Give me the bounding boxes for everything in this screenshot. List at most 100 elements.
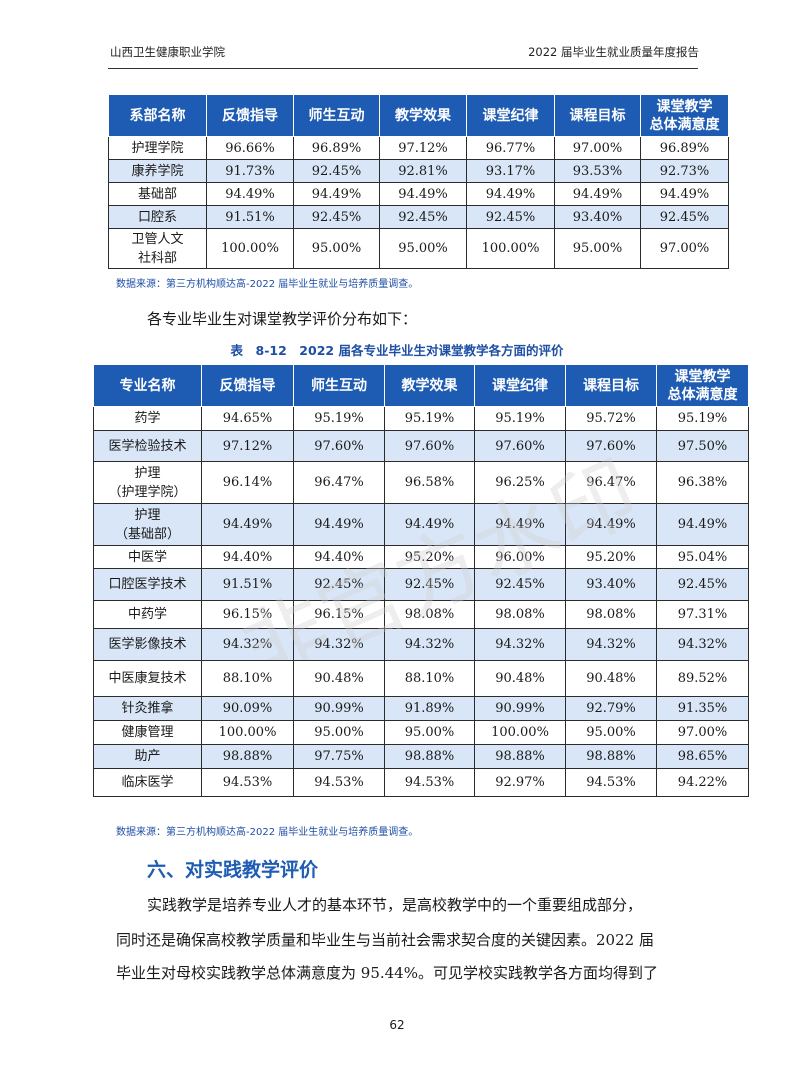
- value-cell: 94.40%: [201, 545, 294, 569]
- table-header-row: 系部名称 反馈指导 师生互动 教学效果 课堂纪律 课程目标 课堂教学 总体满意度: [108, 94, 729, 137]
- table-row: 护理学院 96.66% 96.89% 97.12% 96.77% 97.00% 96.89%: [108, 136, 729, 160]
- value-cell: 94.32%: [384, 628, 475, 661]
- value-cell: 94.49%: [565, 503, 657, 546]
- value-cell: 95.00%: [554, 228, 641, 269]
- value-cell: 96.14%: [201, 461, 294, 504]
- value-cell: 97.75%: [293, 744, 385, 769]
- intro-line: 各专业毕业生对课堂教学评价分布如下：: [147, 310, 418, 328]
- value-cell: 98.88%: [384, 744, 475, 769]
- major-evaluation-table: 专业名称 反馈指导 师生互动 教学效果 课堂纪律 课程目标 课堂教学 总体满意度 药学 94.…: [93, 364, 749, 797]
- value-cell: 95.72%: [565, 406, 657, 431]
- value-cell: 92.45%: [384, 568, 475, 601]
- value-cell: 95.19%: [474, 406, 566, 431]
- value-cell: 98.88%: [201, 744, 294, 769]
- table-row: 中药学 96.15% 96.15% 98.08% 98.08% 98.08% 97.31%: [93, 600, 749, 629]
- value-cell: 98.08%: [565, 600, 657, 629]
- value-cell: 94.32%: [201, 628, 294, 661]
- section-line-3: 毕业生对母校实践教学总体满意度为 95.44%。可见学校实践教学各方面均得到了: [116, 964, 658, 982]
- value-cell: 95.00%: [384, 720, 475, 745]
- value-cell: 94.40%: [293, 545, 385, 569]
- value-cell: 94.65%: [201, 406, 294, 431]
- value-cell: 96.66%: [206, 136, 294, 160]
- column-header: 课程目标: [554, 94, 641, 137]
- value-cell: 92.45%: [293, 568, 385, 601]
- table-row: 基础部 94.49% 94.49% 94.49% 94.49% 94.49% 94.49%: [108, 182, 729, 206]
- value-cell: 96.47%: [293, 461, 385, 504]
- value-cell: 95.00%: [293, 720, 385, 745]
- value-cell: 94.49%: [384, 503, 475, 546]
- column-header: 课堂教学 总体满意度: [640, 94, 729, 137]
- value-cell: 96.15%: [293, 600, 385, 629]
- table-row: 药学 94.65% 95.19% 95.19% 95.19% 95.72% 95.19%: [93, 406, 749, 431]
- value-cell: 95.19%: [293, 406, 385, 431]
- column-header: 教学效果: [384, 364, 475, 407]
- value-cell: 98.08%: [384, 600, 475, 629]
- value-cell: 100.00%: [474, 720, 566, 745]
- value-cell: 97.12%: [201, 430, 294, 462]
- value-cell: 100.00%: [466, 228, 555, 269]
- table-row: 中医学 94.40% 94.40% 95.20% 96.00% 95.20% 95.04%: [93, 545, 749, 569]
- value-cell: 95.00%: [565, 720, 657, 745]
- value-cell: 96.00%: [474, 545, 566, 569]
- table-row: 临床医学 94.53% 94.53% 94.53% 92.97% 94.53% 94.22%: [93, 768, 749, 797]
- value-cell: 90.99%: [293, 696, 385, 721]
- report-title: 2022 届毕业生就业质量年度报告: [528, 45, 699, 59]
- value-cell: 95.00%: [293, 228, 380, 269]
- column-header: 课堂纪律: [466, 94, 555, 137]
- column-header: 反馈指导: [206, 94, 294, 137]
- value-cell: 96.47%: [565, 461, 657, 504]
- value-cell: 95.00%: [379, 228, 467, 269]
- table-row: 医学检验技术 97.12% 97.60% 97.60% 97.60% 97.60% 97.5…: [93, 430, 749, 462]
- column-header: 专业名称: [93, 364, 202, 407]
- value-cell: 89.52%: [656, 660, 749, 697]
- value-cell: 94.32%: [293, 628, 385, 661]
- table-row: 护理 （基础部） 94.49% 94.49% 94.49% 94.49% 94.49% 94…: [93, 503, 749, 546]
- column-header: 系部名称: [108, 94, 207, 137]
- value-cell: 92.45%: [640, 205, 729, 229]
- value-cell: 100.00%: [206, 228, 294, 269]
- value-cell: 92.97%: [474, 768, 566, 797]
- value-cell: 92.45%: [466, 205, 555, 229]
- row-label-cell: 康养学院: [108, 159, 207, 183]
- column-header: 课程目标: [565, 364, 657, 407]
- row-label-cell: 口腔医学技术: [93, 568, 202, 601]
- value-cell: 94.49%: [293, 503, 385, 546]
- table-row: 针灸推拿 90.09% 90.99% 91.89% 90.99% 92.79% 91.35%: [93, 696, 749, 721]
- row-label-cell: 针灸推拿: [93, 696, 202, 721]
- row-label-cell: 护理 （基础部）: [93, 503, 202, 546]
- value-cell: 92.45%: [656, 568, 749, 601]
- value-cell: 97.31%: [656, 600, 749, 629]
- row-label-cell: 中药学: [93, 600, 202, 629]
- value-cell: 94.49%: [554, 182, 641, 206]
- value-cell: 92.79%: [565, 696, 657, 721]
- value-cell: 97.60%: [384, 430, 475, 462]
- value-cell: 90.48%: [565, 660, 657, 697]
- column-header: 反馈指导: [201, 364, 294, 407]
- row-label-cell: 卫管人文 社科部: [108, 228, 207, 269]
- value-cell: 97.60%: [293, 430, 385, 462]
- table2-source: 数据来源：第三方机构顺达高-2022 届毕业生就业与培养质量调查。: [116, 827, 419, 838]
- value-cell: 95.19%: [384, 406, 475, 431]
- value-cell: 97.00%: [656, 720, 749, 745]
- value-cell: 94.49%: [293, 182, 380, 206]
- value-cell: 94.32%: [656, 628, 749, 661]
- value-cell: 98.65%: [656, 744, 749, 769]
- value-cell: 94.49%: [206, 182, 294, 206]
- section-title: 六、对实践教学评价: [147, 859, 319, 881]
- value-cell: 96.58%: [384, 461, 475, 504]
- value-cell: 90.09%: [201, 696, 294, 721]
- school-name: 山西卫生健康职业学院: [110, 45, 225, 59]
- value-cell: 94.32%: [474, 628, 566, 661]
- value-cell: 97.00%: [554, 136, 641, 160]
- value-cell: 100.00%: [201, 720, 294, 745]
- row-label-cell: 基础部: [108, 182, 207, 206]
- value-cell: 90.48%: [474, 660, 566, 697]
- section-line-1: 实践教学是培养专业人才的基本环节，是高校教学中的一个重要组成部分，: [147, 896, 643, 914]
- value-cell: 97.60%: [565, 430, 657, 462]
- value-cell: 90.48%: [293, 660, 385, 697]
- value-cell: 92.45%: [293, 159, 380, 183]
- table-row: 中医康复技术 88.10% 90.48% 88.10% 90.48% 90.48% 89.5…: [93, 660, 749, 697]
- table-row: 护理 （护理学院） 96.14% 96.47% 96.58% 96.25% 96.47% 9…: [93, 461, 749, 504]
- value-cell: 94.53%: [201, 768, 294, 797]
- value-cell: 94.53%: [565, 768, 657, 797]
